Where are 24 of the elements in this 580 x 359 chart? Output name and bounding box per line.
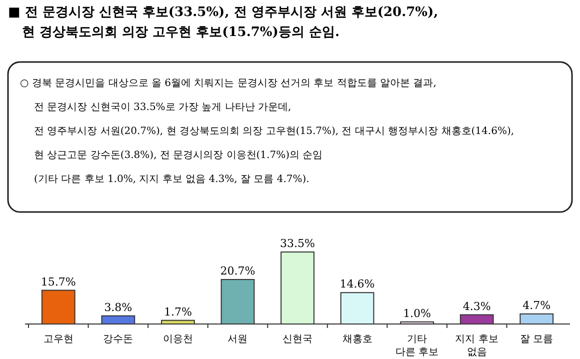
- x-tick-label: 지지 후보 없음: [455, 334, 498, 358]
- x-tick-label: 잘 모름: [520, 334, 554, 345]
- data-label: 20.7%: [220, 264, 256, 278]
- x-tick-label: 서원: [228, 334, 248, 345]
- x-tick-label: 이응천: [162, 334, 193, 345]
- text: 전 영주부시장 서원(20.7%), 현 경상북도의회 의장 고우현(15.7%), 전 대구시 행정부시장 채홍호(14.6%),: [34, 126, 514, 137]
- chart-title: ■ 전 문경시장 신현국 후보(33.5%), 전 영주부시장 서원 후보(20.7%), 현 경상북도의회 의장 고우현 후보(15.7%)등의 순임.: [8, 5, 438, 40]
- text: 현 상근고문 강수돈(3.8%), 전 문경시의장 이응천(1.7%)의 순임: [34, 150, 323, 161]
- data-label: 1.7%: [164, 305, 192, 318]
- text: 전 문경시장 신현국이 33.5%로 가장 높게 나타난 가운데,: [34, 102, 292, 113]
- x-tick-label: 기타 다른 후보: [395, 334, 439, 358]
- x-tick-label: 강수돈: [103, 334, 134, 345]
- data-label: 4.7%: [522, 298, 551, 312]
- x-tick-label: 신현국: [282, 334, 312, 345]
- x-tick-label: 채홍호: [342, 334, 372, 345]
- data-label: 3.8%: [104, 300, 132, 314]
- data-label: 14.6%: [340, 278, 375, 291]
- text: ○ 경북 문경시민을 대상으로 올 6월에 치뤄지는 문경시장 선거의 후보 적합도를 알아본 결과,: [20, 78, 436, 89]
- data-label: 4.3%: [462, 300, 491, 313]
- data-label: 15.7%: [40, 275, 76, 288]
- x-tick-label: 고우현: [43, 334, 74, 345]
- text: (기타 다른 후보 1.0%, 지지 후보 없음 4.3%, 잘 모름 4.7%).: [34, 174, 310, 185]
- data-label: 33.5%: [280, 237, 315, 250]
- data-label: 1.0%: [403, 306, 432, 320]
